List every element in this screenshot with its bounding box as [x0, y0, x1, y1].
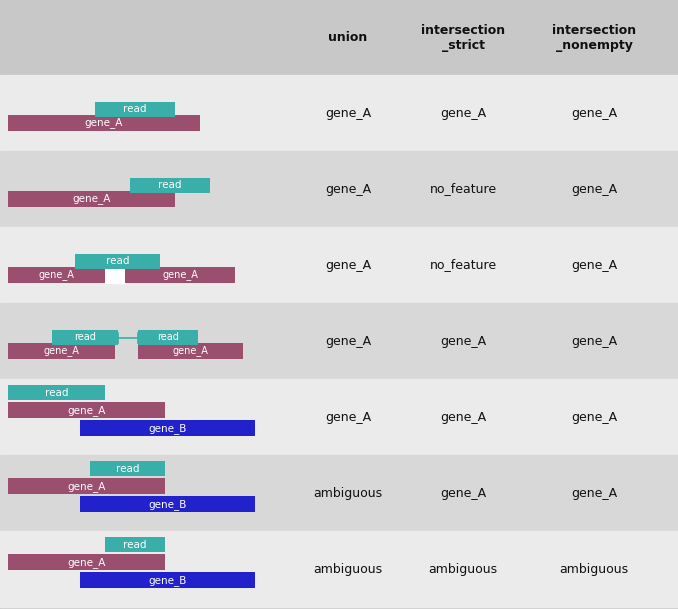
Text: read: read	[123, 540, 146, 549]
Bar	[8, 402, 165, 418]
Bar	[75, 254, 160, 269]
Bar	[105, 267, 125, 283]
Bar	[0, 227, 678, 303]
Text: gene_A: gene_A	[67, 481, 106, 491]
Text: gene_A: gene_A	[571, 258, 617, 272]
Bar	[8, 554, 165, 570]
Text: read: read	[157, 333, 179, 342]
Bar	[138, 330, 198, 345]
Bar	[0, 455, 678, 531]
Text: gene_A: gene_A	[325, 410, 371, 423]
Bar	[0, 75, 678, 151]
Bar	[0, 531, 678, 607]
Text: gene_A: gene_A	[440, 487, 486, 499]
Text: gene_A: gene_A	[39, 270, 75, 281]
Text: no_feature: no_feature	[429, 258, 496, 272]
Text: gene_A: gene_A	[571, 183, 617, 195]
Text: read: read	[123, 105, 146, 114]
Bar	[90, 461, 165, 476]
Text: gene_A: gene_A	[173, 345, 208, 356]
Bar	[105, 537, 165, 552]
Text: read: read	[158, 180, 182, 191]
Text: gene_B: gene_B	[148, 575, 186, 585]
Text: gene_A: gene_A	[325, 107, 371, 119]
Text: ambiguous: ambiguous	[559, 563, 629, 576]
Text: gene_A: gene_A	[571, 334, 617, 348]
Text: gene_A: gene_A	[571, 410, 617, 423]
Bar	[8, 115, 200, 131]
Bar	[52, 330, 118, 345]
Text: ambiguous: ambiguous	[313, 563, 382, 576]
Text: gene_A: gene_A	[325, 183, 371, 195]
Text: ambiguous: ambiguous	[428, 563, 498, 576]
Text: gene_A: gene_A	[162, 270, 198, 281]
Text: read: read	[106, 256, 129, 267]
Text: ambiguous: ambiguous	[313, 487, 382, 499]
Text: no_feature: no_feature	[429, 183, 496, 195]
Bar	[138, 343, 243, 359]
Bar	[80, 572, 255, 588]
Text: read: read	[116, 463, 139, 474]
Text: intersection
_strict: intersection _strict	[421, 24, 505, 52]
Text: gene_B: gene_B	[148, 499, 186, 510]
Text: gene_A: gene_A	[440, 107, 486, 119]
Text: read: read	[45, 387, 68, 398]
Bar	[8, 191, 175, 207]
Bar	[125, 267, 235, 283]
Bar	[95, 102, 175, 117]
Bar	[0, 303, 678, 379]
Bar	[80, 496, 255, 512]
Text: intersection
_nonempty: intersection _nonempty	[552, 24, 636, 52]
Bar	[80, 420, 255, 436]
Text: gene_A: gene_A	[440, 410, 486, 423]
Bar	[8, 267, 105, 283]
Text: gene_B: gene_B	[148, 423, 186, 434]
Bar	[130, 178, 210, 193]
Text: gene_A: gene_A	[43, 345, 79, 356]
Bar	[8, 385, 105, 400]
Bar	[0, 0, 678, 75]
Text: gene_A: gene_A	[67, 404, 106, 415]
Text: gene_A: gene_A	[571, 487, 617, 499]
Text: gene_A: gene_A	[67, 557, 106, 568]
Text: gene_A: gene_A	[440, 334, 486, 348]
Text: gene_A: gene_A	[571, 107, 617, 119]
Bar	[8, 478, 165, 494]
Text: gene_A: gene_A	[85, 118, 123, 128]
Text: union: union	[328, 31, 367, 44]
Text: gene_A: gene_A	[73, 194, 111, 205]
Bar	[8, 343, 115, 359]
Text: read: read	[74, 333, 96, 342]
Bar	[0, 379, 678, 455]
Bar	[0, 151, 678, 227]
Text: gene_A: gene_A	[325, 334, 371, 348]
Text: gene_A: gene_A	[325, 258, 371, 272]
